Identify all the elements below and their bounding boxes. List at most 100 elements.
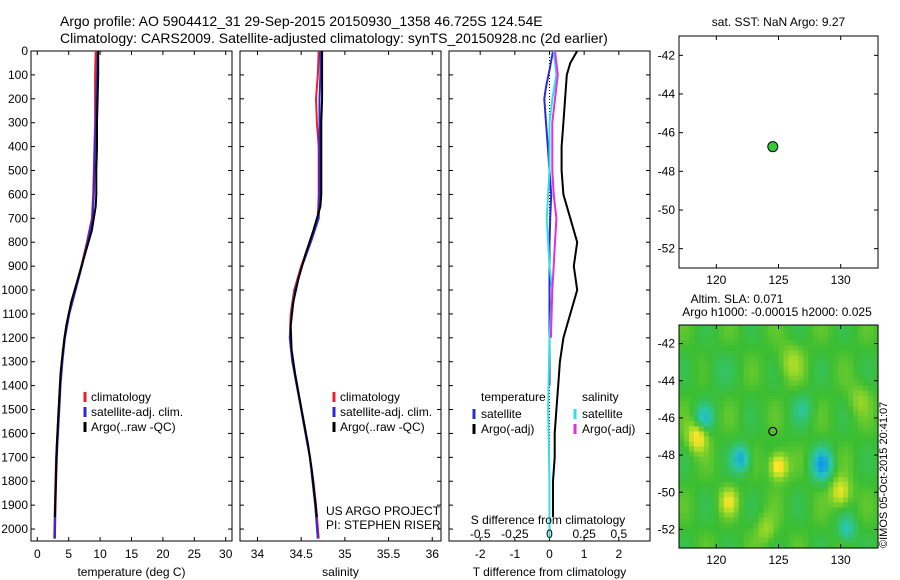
sla-heatmap-cell bbox=[873, 537, 879, 544]
sla-heatmap-cell bbox=[708, 517, 715, 524]
sla-heatmap-cell bbox=[703, 507, 710, 514]
sla-heatmap-cell bbox=[863, 471, 869, 478]
sla-heatmap-cell bbox=[783, 477, 790, 483]
sla-heatmap-cell bbox=[688, 507, 695, 514]
sla-heatmap-cell bbox=[793, 497, 799, 503]
sla-heatmap-cell bbox=[828, 395, 834, 402]
sla-heatmap-cell bbox=[718, 375, 725, 382]
sla-heatmap-cell bbox=[818, 411, 824, 417]
sla-heatmap-cell bbox=[708, 370, 715, 377]
sla-heatmap-cell bbox=[708, 345, 715, 351]
sla-heatmap-cell bbox=[843, 522, 849, 529]
sla-heatmap-cell bbox=[863, 502, 869, 509]
sla-heatmap-cell bbox=[703, 395, 710, 402]
temp-ytick-label: 1500 bbox=[1, 403, 28, 417]
sla-heatmap-cell bbox=[803, 411, 809, 417]
sla-heatmap-cell bbox=[843, 487, 849, 493]
sla-heatmap-cell bbox=[703, 345, 710, 351]
sla-heatmap-cell bbox=[703, 360, 710, 367]
sst-map-ytick-label: -42 bbox=[658, 48, 676, 62]
sla-heatmap-cell bbox=[693, 421, 700, 427]
temp-xtick-label: 20 bbox=[156, 547, 170, 561]
sla-heatmap-cell bbox=[788, 421, 795, 427]
sla-heatmap-cell bbox=[793, 385, 799, 392]
sla-heatmap-cell bbox=[838, 365, 844, 372]
sla-heatmap-cell bbox=[713, 385, 720, 392]
sla-heatmap-cell bbox=[733, 471, 740, 478]
sla-heatmap-cell bbox=[728, 497, 735, 503]
sla-heatmap-cell bbox=[803, 395, 809, 402]
sla-heatmap-cell bbox=[708, 532, 715, 539]
sla-heatmap-cell bbox=[718, 512, 725, 519]
sla-heatmap-cell bbox=[718, 401, 725, 407]
sla-heatmap-cell bbox=[728, 446, 735, 453]
sla-heatmap-cell bbox=[753, 335, 760, 341]
sla-heatmap-cell bbox=[808, 360, 814, 367]
sla-heatmap-cell bbox=[773, 355, 780, 362]
sla-heatmap-cell bbox=[708, 477, 715, 483]
sla-heatmap-cell bbox=[783, 421, 790, 427]
sla-heatmap-cell bbox=[838, 426, 844, 433]
sla-heatmap-cell bbox=[798, 436, 804, 443]
sla-heatmap-cell bbox=[728, 401, 735, 407]
sla-heatmap-cell bbox=[758, 527, 765, 534]
sla-heatmap-cell bbox=[803, 461, 809, 468]
sla-heatmap-cell bbox=[773, 380, 780, 387]
sla-heatmap-cell bbox=[683, 390, 690, 397]
sla-heatmap-cell bbox=[748, 401, 755, 407]
sla-heatmap-cell bbox=[803, 406, 809, 412]
sla-heatmap-cell bbox=[713, 532, 720, 539]
sla-heatmap-cell bbox=[863, 482, 869, 488]
sla-heatmap-cell bbox=[688, 477, 695, 483]
sla-heatmap-cell bbox=[868, 421, 874, 427]
sla-heatmap-cell bbox=[683, 522, 690, 529]
sla-heatmap-cell bbox=[718, 380, 725, 387]
sla-heatmap-cell bbox=[798, 350, 804, 357]
sla-heatmap-cell bbox=[838, 395, 844, 402]
sla-heatmap-cell bbox=[863, 340, 869, 346]
sla-heatmap-cell bbox=[713, 466, 720, 473]
sla-heatmap-cell bbox=[833, 355, 839, 362]
sla-heatmap-cell bbox=[853, 380, 859, 387]
sla-heatmap-cell bbox=[803, 532, 809, 539]
sla-heatmap-cell bbox=[748, 507, 755, 514]
sla-heatmap-cell bbox=[833, 385, 839, 392]
sla-heatmap-cell bbox=[833, 542, 839, 549]
sla-heatmap-cell bbox=[703, 411, 710, 417]
sla-heatmap-cell bbox=[753, 436, 760, 443]
sla-heatmap-cell bbox=[688, 537, 695, 544]
sla-heatmap-cell bbox=[708, 375, 715, 382]
sla-heatmap-cell bbox=[728, 345, 735, 351]
sla-heatmap-cell bbox=[698, 340, 705, 346]
sla-heatmap-cell bbox=[723, 537, 730, 544]
sla-heatmap-cell bbox=[679, 466, 685, 473]
sla-heatmap-cell bbox=[693, 517, 700, 524]
sla-heatmap-cell bbox=[863, 335, 869, 341]
sla-heatmap-cell bbox=[753, 537, 760, 544]
sla-heatmap-cell bbox=[828, 497, 834, 503]
sla-heatmap-cell bbox=[788, 411, 795, 417]
sla-heatmap-cell bbox=[693, 487, 700, 493]
sla-map-xtick-label: 125 bbox=[768, 553, 788, 567]
sla-heatmap-cell bbox=[688, 492, 695, 498]
sla-heatmap-cell bbox=[873, 461, 879, 468]
sla-heatmap-cell bbox=[843, 360, 849, 367]
sla-heatmap-cell bbox=[788, 441, 795, 448]
sla-heatmap-cell bbox=[813, 360, 819, 367]
sla-heatmap-cell bbox=[703, 446, 710, 453]
sla-heatmap-cell bbox=[693, 335, 700, 341]
sla-heatmap-cell bbox=[853, 522, 859, 529]
sla-heatmap-cell bbox=[679, 395, 685, 402]
sla-heatmap-cell bbox=[843, 477, 849, 483]
sla-heatmap-cell bbox=[808, 482, 814, 488]
sla-heatmap-cell bbox=[778, 502, 785, 509]
sla-heatmap-cell bbox=[738, 436, 745, 443]
sla-heatmap-cell bbox=[778, 436, 785, 443]
sla-heatmap-cell bbox=[723, 426, 730, 433]
sla-heatmap-cell bbox=[753, 441, 760, 448]
sla-heatmap-cell bbox=[763, 487, 770, 493]
sla-heatmap-cell bbox=[728, 350, 735, 357]
sla-heatmap-cell bbox=[683, 512, 690, 519]
sla-heatmap-cell bbox=[748, 355, 755, 362]
sla-heatmap-cell bbox=[723, 340, 730, 346]
